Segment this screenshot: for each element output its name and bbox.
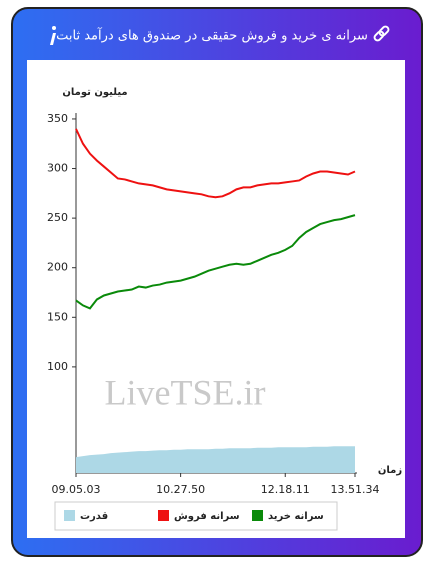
line <box>75 128 356 199</box>
watermark: LiveTSE.ir <box>105 372 266 412</box>
info-icon[interactable] <box>50 26 56 45</box>
y-tick-label: 150 <box>47 310 68 323</box>
legend-label: قدرت <box>80 511 108 522</box>
x-axis-label: زمان <box>378 465 402 476</box>
legend-swatch <box>252 510 263 521</box>
x-tick-label: 12.18.11 <box>261 483 310 496</box>
chart-title: سرانه ی خرید و فروش حقیقی در صندوق های د… <box>56 27 368 44</box>
legend-swatch <box>64 510 75 521</box>
y-tick-label: 100 <box>47 360 68 373</box>
area <box>76 446 355 473</box>
x-tick-label: 13.51.34 <box>331 483 380 496</box>
y-tick-label: 300 <box>47 162 68 175</box>
legend-swatch <box>158 510 169 521</box>
legend <box>54 501 338 531</box>
y-tick-label: 200 <box>47 261 68 274</box>
y-axis-label: میلیون تومان <box>62 87 127 98</box>
x-tick-label: 09.05.03 <box>52 483 101 496</box>
y-tick-label: 350 <box>47 112 68 125</box>
link-icon[interactable] <box>373 25 390 42</box>
y-tick-label: 250 <box>47 211 68 224</box>
legend-label: سرانه فروش <box>174 511 240 522</box>
line <box>75 214 356 310</box>
legend-label: سرانه خرید <box>268 511 324 522</box>
x-tick-label: 10.27.50 <box>156 483 205 496</box>
